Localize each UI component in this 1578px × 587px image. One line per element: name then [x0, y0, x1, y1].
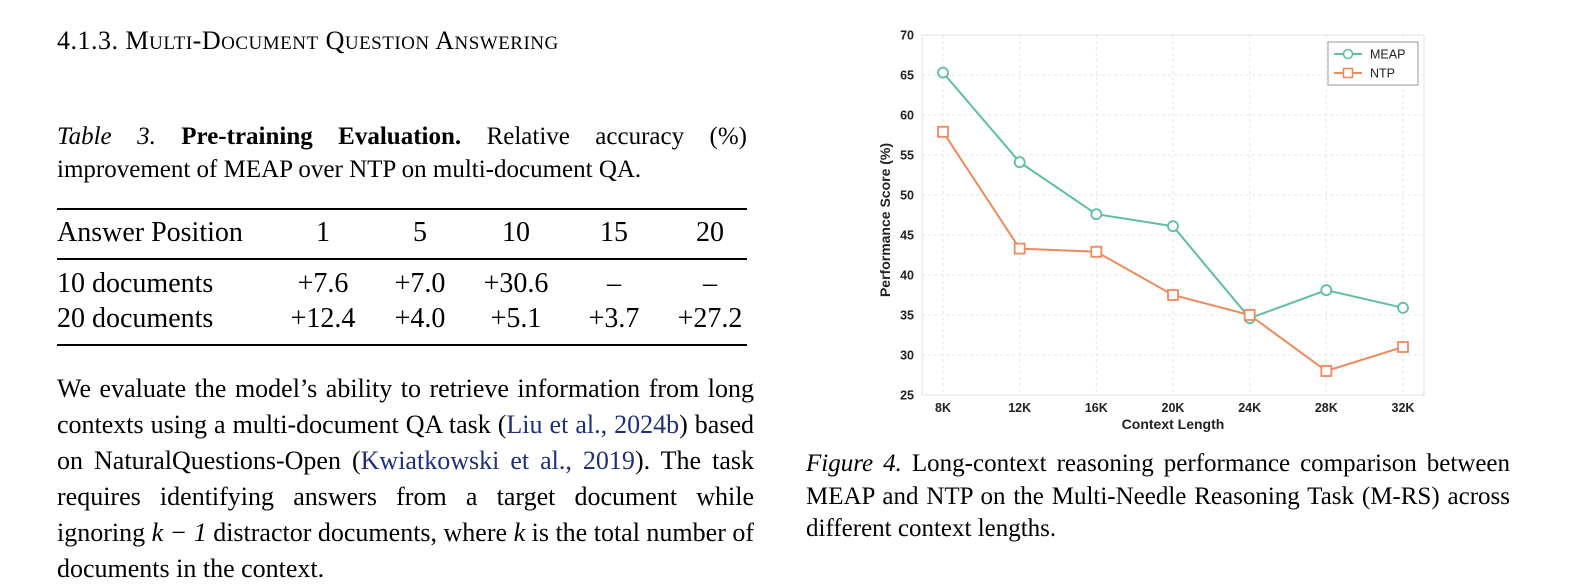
table-caption-text: Relative accuracy (%) improvement of MEA… [57, 123, 748, 183]
header-cell: 5 [413, 217, 427, 248]
data-point-ntp [1320, 365, 1333, 377]
table-cell: – [703, 268, 717, 299]
header-cell: 1 [316, 217, 330, 248]
y-tick-label: 35 [900, 309, 914, 323]
y-tick-label: 45 [900, 229, 914, 243]
section-number: 4.1.3. [57, 26, 119, 55]
y-tick-label: 50 [900, 189, 914, 203]
data-point-meap [1320, 284, 1333, 297]
figure-label: Figure 4. [806, 450, 902, 477]
data-point-meap [1090, 208, 1103, 221]
data-point-meap [937, 66, 949, 79]
y-tick-label: 70 [900, 29, 914, 43]
legend-label: NTP [1370, 67, 1395, 81]
table-bottom-rule [57, 344, 747, 346]
math-variable: k [513, 518, 526, 547]
x-tick-label: 16K [1085, 401, 1108, 415]
x-tick-label: 8K [935, 401, 951, 415]
x-tick-label: 28K [1315, 401, 1338, 415]
figure-caption-text: Long-context reasoning performance compa… [806, 450, 1511, 542]
x-axis-label: Context Length [1122, 416, 1225, 432]
header-cell: 20 [696, 217, 724, 248]
table-cell: +27.2 [677, 303, 743, 334]
y-tick-label: 30 [900, 349, 914, 363]
data-point-ntp [937, 125, 949, 138]
x-tick-label: 12K [1008, 401, 1031, 415]
legend-label: MEAP [1370, 48, 1405, 62]
body-paragraph: We evaluate the model’s ability to retri… [57, 374, 755, 583]
legend-marker [1342, 67, 1354, 79]
x-tick-label: 32K [1392, 401, 1415, 415]
data-point-ntp [1167, 289, 1179, 301]
table-caption: Table 3. Pre-training Evaluation. Relati… [57, 120, 747, 186]
math-expression: k − 1 [151, 518, 207, 547]
header-cell: Answer Position [57, 217, 243, 248]
section-title: MULTI-DOCUMENT QUESTION ANSWERING [125, 26, 559, 55]
row-label: 10 documents [57, 268, 214, 299]
table-label: Table 3. [57, 123, 156, 150]
header-cell: 10 [502, 217, 530, 248]
x-tick-label: 20K [1162, 401, 1185, 415]
y-tick-label: 25 [900, 389, 914, 403]
table-cell: +3.7 [588, 303, 640, 334]
citation-link[interactable]: Liu et al., 2024b [506, 410, 680, 439]
table-cell: +5.1 [490, 303, 542, 334]
data-point-meap [1013, 156, 1026, 169]
y-tick-label: 55 [900, 149, 914, 163]
table-cell: – [607, 268, 621, 299]
x-tick-label: 24K [1238, 401, 1261, 415]
data-point-ntp [1013, 242, 1026, 255]
figure-caption: Figure 4. Long-context reasoning perform… [806, 448, 1510, 546]
y-axis-label: Performance Score (%) [877, 143, 893, 297]
y-tick-label: 60 [900, 109, 914, 123]
section-heading: 4.1.3. MULTI-DOCUMENT QUESTION ANSWERING [57, 26, 559, 56]
citation-link[interactable]: Kwiatkowski et al., 2019 [360, 446, 635, 475]
table-cell: +30.6 [483, 268, 549, 299]
table-mid-rule [57, 258, 747, 260]
table-cell: +4.0 [394, 303, 446, 334]
y-tick-label: 65 [900, 69, 914, 83]
data-point-ntp [1090, 245, 1103, 258]
row-label: 20 documents [57, 303, 214, 334]
legend-marker [1342, 48, 1354, 60]
table-cell: +7.6 [297, 268, 349, 299]
y-tick-label: 40 [900, 269, 914, 283]
data-point-ntp [1397, 341, 1409, 353]
header-cell: 15 [600, 217, 628, 248]
table-top-rule [57, 208, 747, 210]
line-chart: 25 30 35 40 45 50 55 60 65 70 8K 12K 16K 20K 24K 28K 32K… [877, 29, 1425, 432]
table-cell: +12.4 [290, 303, 356, 334]
data-point-meap [1397, 301, 1409, 314]
data-point-ntp [1243, 309, 1256, 321]
table-cell: +7.0 [394, 268, 446, 299]
table-caption-title: Pre-training Evaluation. [181, 123, 462, 150]
data-point-meap [1167, 220, 1179, 233]
